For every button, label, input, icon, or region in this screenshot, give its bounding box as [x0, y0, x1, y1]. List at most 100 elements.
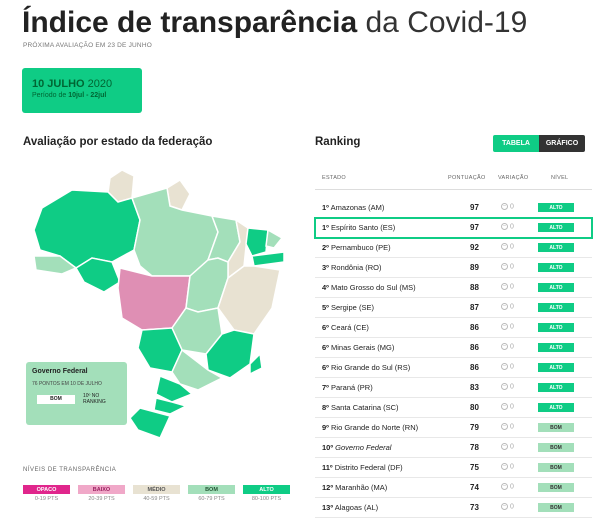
neutral-icon: –	[501, 323, 508, 330]
map-section-title: Avaliação por estado da federação	[23, 136, 213, 148]
row-variation: –0	[501, 363, 514, 370]
date-selector[interactable]: 10 JULHO 2020 Período de 10jul - 22jul	[22, 68, 142, 113]
col-nivel[interactable]: NÍVEL	[551, 175, 569, 181]
row-level-badge: ALTO	[538, 363, 574, 372]
row-level-badge: BOM	[538, 503, 574, 512]
row-level-badge: BOM	[538, 483, 574, 492]
page-title: Índice de transparência da Covid-19	[22, 6, 527, 40]
row-score: 74	[470, 483, 479, 492]
table-row[interactable]: 2º Pernambuco (PE) 92 –0 ALTO	[315, 238, 592, 258]
row-state: 1º Amazonas (AM)	[322, 203, 385, 212]
state-ce[interactable]	[245, 227, 269, 257]
state-ro[interactable]	[74, 257, 121, 293]
row-state: 5º Sergipe (SE)	[322, 303, 374, 312]
row-variation: –0	[501, 343, 514, 350]
col-variacao[interactable]: VARIAÇÃO	[498, 175, 529, 181]
tab-table[interactable]: TABELA	[493, 135, 539, 152]
row-score: 86	[470, 363, 479, 372]
row-variation: –0	[501, 283, 514, 290]
neutral-icon: –	[501, 203, 508, 210]
neutral-icon: –	[501, 423, 508, 430]
table-row[interactable]: 12º Maranhão (MA) 74 –0 BOM	[315, 478, 592, 498]
row-state: 6º Rio Grande do Sul (RS)	[322, 363, 411, 372]
levels-title: NÍVEIS DE TRANSPARÊNCIA	[23, 467, 117, 473]
level-range: 80-100 PTS	[251, 496, 282, 502]
level-range: 60-79 PTS	[198, 496, 225, 502]
neutral-icon: –	[501, 503, 508, 510]
row-level-badge: ALTO	[538, 243, 574, 252]
neutral-icon: –	[501, 383, 508, 390]
state-ba[interactable]	[217, 265, 281, 335]
neutral-icon: –	[501, 403, 508, 410]
state-pe[interactable]	[251, 251, 285, 267]
row-state: 10º Governo Federal	[322, 443, 392, 452]
table-row[interactable]: 5º Sergipe (SE) 87 –0 ALTO	[315, 298, 592, 318]
row-score: 86	[470, 323, 479, 332]
neutral-icon: –	[501, 263, 508, 270]
federal-title: Governo Federal	[32, 368, 88, 375]
table-row[interactable]: 4º Mato Grosso do Sul (MS) 88 –0 ALTO	[315, 278, 592, 298]
period-range: 10jul - 22jul	[68, 92, 107, 99]
col-estado[interactable]: ESTADO	[322, 175, 347, 181]
row-variation: –0	[501, 503, 514, 510]
row-variation: –0	[501, 443, 514, 450]
table-row[interactable]: 10º Governo Federal 78 –0 BOM	[315, 438, 592, 458]
level-baixo: BAIXO 20-39 PTS	[78, 485, 125, 502]
table-row[interactable]: 3º Rondônia (RO) 89 –0 ALTO	[315, 258, 592, 278]
next-evaluation: PRÓXIMA AVALIAÇÃO EM 23 DE JUNHO	[23, 42, 152, 49]
row-score: 87	[470, 303, 479, 312]
table-row[interactable]: 9º Rio Grande do Norte (RN) 79 –0 BOM	[315, 418, 592, 438]
state-rn[interactable]	[265, 228, 284, 249]
tab-chart[interactable]: GRÁFICO	[539, 135, 585, 152]
table-header: ESTADO PONTUAÇÃO VARIAÇÃO NÍVEL	[315, 175, 592, 187]
neutral-icon: –	[501, 343, 508, 350]
title-light: da Covid-19	[365, 6, 528, 39]
federal-ranking: 10º NO RANKING	[83, 393, 106, 405]
row-level-badge: ALTO	[538, 203, 574, 212]
neutral-icon: –	[501, 443, 508, 450]
state-am[interactable]	[33, 189, 141, 269]
neutral-icon: –	[501, 223, 508, 230]
state-es[interactable]	[249, 352, 263, 376]
row-level-badge: ALTO	[538, 303, 574, 312]
row-score: 80	[470, 403, 479, 412]
state-go[interactable]	[171, 307, 223, 355]
table-row[interactable]: 1º Espírito Santo (ES) 97 –0 ALTO	[314, 217, 593, 239]
row-level-badge: ALTO	[538, 263, 574, 272]
row-variation: –0	[501, 403, 514, 410]
row-level-badge: ALTO	[538, 283, 574, 292]
row-level-badge: BOM	[538, 423, 574, 432]
table-row[interactable]: 13º Alagoas (AL) 73 –0 BOM	[315, 498, 592, 518]
row-state: 8º Santa Catarina (SC)	[322, 403, 399, 412]
federal-government-card[interactable]: Governo Federal 76 PONTOS EM 10 DE JULHO…	[26, 362, 127, 425]
state-rs[interactable]	[129, 407, 172, 438]
row-variation: –0	[501, 223, 514, 230]
table-row[interactable]: 8º Santa Catarina (SC) 80 –0 ALTO	[315, 398, 592, 418]
row-state: 6º Minas Gerais (MG)	[322, 343, 395, 352]
neutral-icon: –	[501, 303, 508, 310]
state-sc[interactable]	[153, 397, 189, 415]
table-row[interactable]: 1º Amazonas (AM) 97 –0 ALTO	[315, 198, 592, 218]
level-badge: BOM	[188, 485, 235, 494]
row-level-badge: ALTO	[538, 343, 574, 352]
row-level-badge: ALTO	[538, 383, 574, 392]
table-row[interactable]: 6º Minas Gerais (MG) 86 –0 ALTO	[315, 338, 592, 358]
state-pr[interactable]	[155, 374, 194, 403]
row-variation: –0	[501, 423, 514, 430]
table-row[interactable]: 6º Rio Grande do Sul (RS) 86 –0 ALTO	[315, 358, 592, 378]
levels-legend: OPACO 0-19 PTS BAIXO 20-39 PTS MÉDIO 40-59 PT…	[23, 485, 290, 502]
row-score: 88	[470, 283, 479, 292]
row-state: 6º Ceará (CE)	[322, 323, 369, 332]
table-row[interactable]: 6º Ceará (CE) 86 –0 ALTO	[315, 318, 592, 338]
view-toggle: TABELA GRÁFICO	[493, 135, 585, 152]
row-level-badge: ALTO	[538, 323, 574, 332]
state-ac[interactable]	[33, 255, 78, 275]
table-row[interactable]: 11º Distrito Federal (DF) 75 –0 BOM	[315, 458, 592, 478]
row-variation: –0	[501, 243, 514, 250]
header-divider	[315, 189, 592, 190]
row-score: 79	[470, 423, 479, 432]
table-row[interactable]: 7º Paraná (PR) 83 –0 ALTO	[315, 378, 592, 398]
row-score: 78	[470, 443, 479, 452]
level-alto: ALTO 80-100 PTS	[243, 485, 290, 502]
col-pontuacao[interactable]: PONTUAÇÃO	[448, 175, 486, 181]
